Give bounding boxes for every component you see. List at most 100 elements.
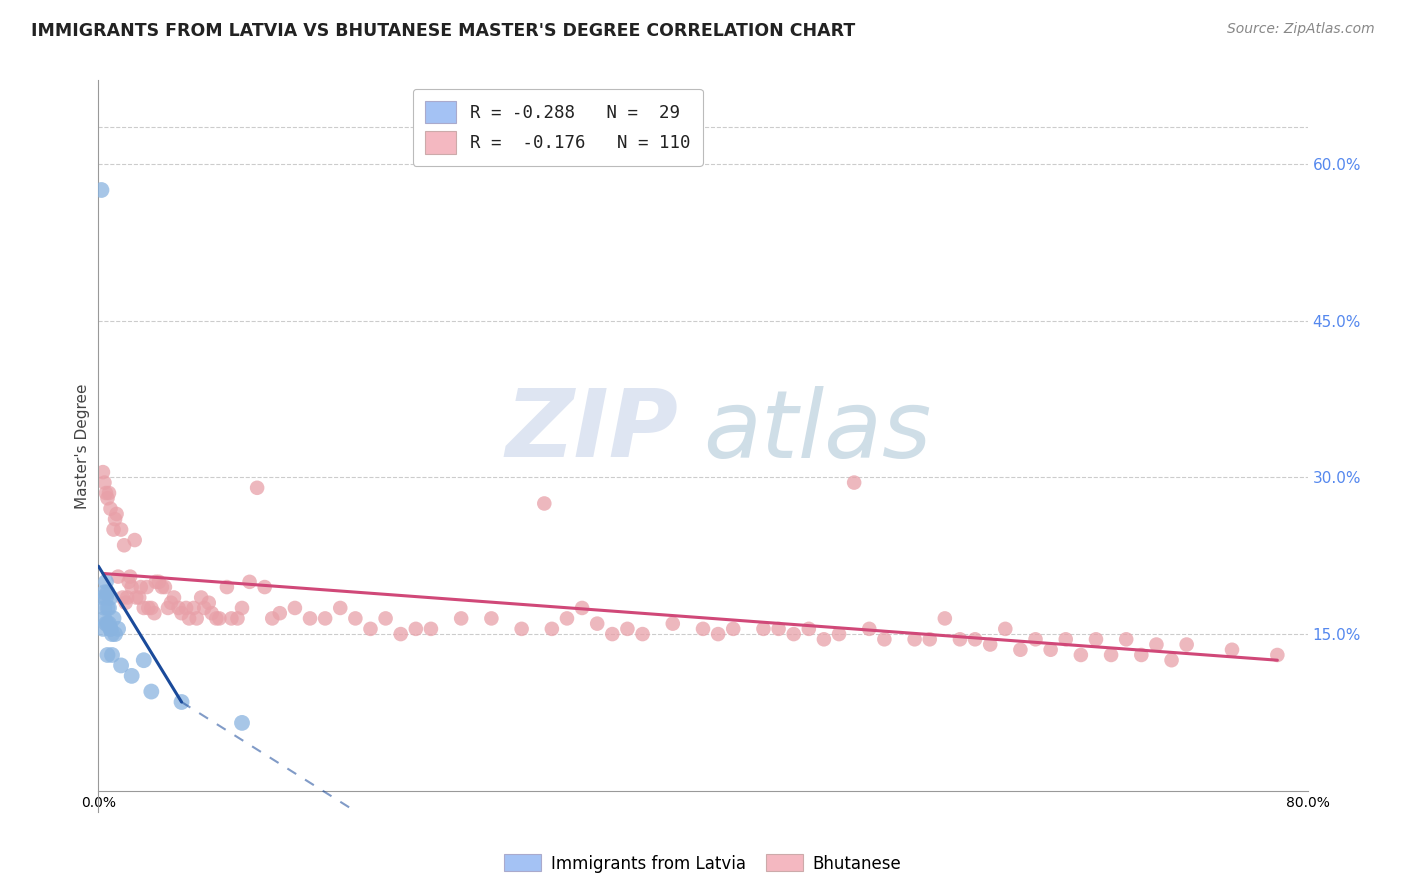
Point: [96, 585, 118, 599]
Point: [129, 580, 152, 594]
Point: [231, 715, 253, 730]
Point: [112, 538, 135, 552]
Point: [221, 611, 243, 625]
Point: [533, 496, 555, 510]
Point: [783, 627, 806, 641]
Point: [96, 491, 118, 506]
Point: [481, 611, 503, 625]
Point: [1099, 648, 1122, 662]
Point: [979, 638, 1001, 652]
Legend: R = -0.288   N =  29, R =  -0.176   N = 110: R = -0.288 N = 29, R = -0.176 N = 110: [413, 89, 703, 166]
Point: [602, 627, 624, 641]
Point: [111, 591, 134, 605]
Point: [110, 658, 132, 673]
Point: [299, 611, 322, 625]
Point: [104, 512, 127, 526]
Point: [93, 601, 115, 615]
Point: [239, 574, 262, 589]
Point: [145, 574, 167, 589]
Point: [91, 591, 114, 605]
Point: [1039, 642, 1062, 657]
Point: [215, 580, 238, 594]
Point: [125, 591, 148, 605]
Point: [205, 611, 228, 625]
Point: [510, 622, 533, 636]
Point: [344, 611, 367, 625]
Point: [156, 601, 179, 615]
Point: [661, 616, 683, 631]
Text: atlas: atlas: [703, 386, 931, 477]
Point: [101, 648, 124, 662]
Point: [201, 606, 224, 620]
Point: [197, 596, 219, 610]
Point: [1115, 632, 1137, 647]
Point: [231, 601, 253, 615]
Point: [128, 591, 150, 605]
Point: [93, 585, 115, 599]
Point: [94, 616, 117, 631]
Point: [1010, 642, 1032, 657]
Point: [90, 183, 112, 197]
Point: [360, 622, 382, 636]
Point: [1070, 648, 1092, 662]
Point: [828, 627, 851, 641]
Point: [269, 606, 291, 620]
Point: [813, 632, 835, 647]
Point: [160, 596, 183, 610]
Point: [98, 601, 121, 615]
Point: [450, 611, 472, 625]
Point: [186, 611, 208, 625]
Point: [105, 507, 128, 521]
Point: [170, 695, 193, 709]
Point: [262, 611, 284, 625]
Point: [965, 632, 987, 647]
Point: [96, 601, 118, 615]
Point: [405, 622, 427, 636]
Point: [150, 580, 173, 594]
Point: [107, 569, 129, 583]
Point: [136, 601, 159, 615]
Point: [94, 574, 117, 589]
Point: [110, 523, 132, 537]
Point: [723, 622, 745, 636]
Point: [1054, 632, 1077, 647]
Point: [103, 523, 125, 537]
Point: [91, 622, 114, 636]
Point: [94, 486, 117, 500]
Point: [93, 611, 115, 625]
Point: [389, 627, 412, 641]
Point: [631, 627, 654, 641]
Point: [904, 632, 927, 647]
Text: Source: ZipAtlas.com: Source: ZipAtlas.com: [1227, 22, 1375, 37]
Point: [107, 622, 129, 636]
Point: [94, 591, 117, 605]
Point: [768, 622, 790, 636]
Point: [314, 611, 336, 625]
Point: [179, 611, 201, 625]
Text: ZIP: ZIP: [506, 385, 679, 477]
Point: [1144, 638, 1167, 652]
Point: [420, 622, 443, 636]
Point: [93, 475, 115, 490]
Y-axis label: Master's Degree: Master's Degree: [75, 384, 90, 508]
Point: [135, 580, 157, 594]
Point: [707, 627, 730, 641]
Point: [103, 611, 125, 625]
Point: [120, 569, 142, 583]
Point: [121, 580, 143, 594]
Point: [284, 601, 307, 615]
Point: [143, 606, 166, 620]
Point: [98, 486, 121, 500]
Point: [934, 611, 956, 625]
Point: [101, 627, 124, 641]
Point: [100, 622, 122, 636]
Point: [118, 574, 141, 589]
Point: [114, 596, 136, 610]
Point: [1160, 653, 1182, 667]
Point: [1267, 648, 1289, 662]
Point: [329, 601, 352, 615]
Point: [844, 475, 866, 490]
Point: [141, 684, 163, 698]
Point: [141, 601, 163, 615]
Point: [873, 632, 896, 647]
